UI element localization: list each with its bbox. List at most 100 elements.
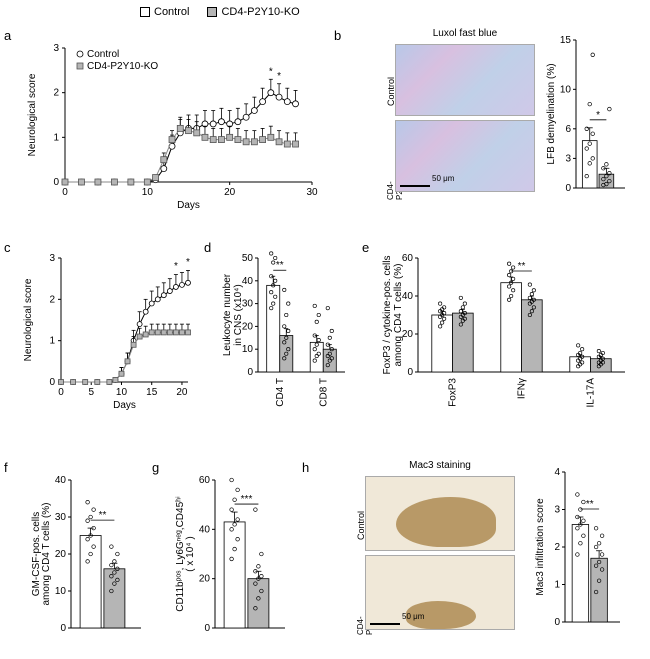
svg-text:2: 2 bbox=[49, 294, 55, 305]
panel-b: Luxol fast blue Control CD4-P2Y10-KO 50 … bbox=[340, 28, 640, 208]
svg-text:*: * bbox=[174, 261, 178, 272]
panel-b-bar: 0361015*LFB demyelination (%) bbox=[540, 28, 630, 198]
panel-c-chart: 0 1 2 3 0 5 10 15 20 * * Neurological score Days bbox=[16, 250, 196, 410]
svg-text:0: 0 bbox=[49, 377, 55, 388]
svg-text:( x 10⁴ ): ( x 10⁴ ) bbox=[185, 536, 196, 571]
svg-text:LFB demyelination (%): LFB demyelination (%) bbox=[546, 63, 557, 164]
panel-h: Mac3 staining Control CD4-P2Y10-KO 50 μm… bbox=[310, 460, 630, 640]
legend-ko-label: CD4-P2Y10-KO bbox=[221, 6, 299, 18]
svg-text:2: 2 bbox=[554, 542, 560, 553]
panel-f-label: f bbox=[4, 460, 8, 475]
svg-text:20: 20 bbox=[176, 387, 188, 398]
panel-f-chart: 010203040**GM-CSF-pos. cellsamong CD4 T … bbox=[16, 470, 146, 640]
svg-text:40: 40 bbox=[199, 524, 211, 535]
svg-text:**: ** bbox=[586, 499, 594, 510]
svg-text:10: 10 bbox=[55, 586, 67, 597]
svg-text:2: 2 bbox=[53, 88, 59, 99]
top-legend: Control CD4-P2Y10-KO bbox=[140, 6, 300, 18]
panel-a-label: a bbox=[4, 28, 11, 43]
panel-f: 010203040**GM-CSF-pos. cellsamong CD4 T … bbox=[16, 470, 146, 640]
svg-text:***: *** bbox=[241, 494, 253, 505]
panel-b-title: Luxol fast blue bbox=[395, 28, 535, 39]
svg-text:FoxP3 / cytokine-pos. cells: FoxP3 / cytokine-pos. cells bbox=[382, 256, 393, 375]
panel-h-title: Mac3 staining bbox=[365, 460, 515, 471]
svg-text:10: 10 bbox=[142, 187, 154, 198]
svg-text:Days: Days bbox=[113, 400, 136, 410]
svg-text:4: 4 bbox=[554, 467, 560, 478]
svg-text:0: 0 bbox=[554, 617, 560, 628]
scalebar-text-h: 50 μm bbox=[402, 612, 424, 621]
svg-text:*: * bbox=[596, 110, 600, 121]
svg-text:10: 10 bbox=[116, 387, 128, 398]
legend-control-label: Control bbox=[154, 6, 189, 18]
svg-text:among CD4 T cells (%): among CD4 T cells (%) bbox=[41, 503, 52, 606]
panel-g-chart: 0204060***CD11bᵖᵒˢ, Ly6Gⁿᵉᵍ,CD45ʰⁱ( x 10… bbox=[160, 470, 290, 640]
svg-text:5: 5 bbox=[88, 387, 94, 398]
svg-text:3: 3 bbox=[554, 505, 560, 516]
panel-a: 01230102030**Neurological scoreDaysContr… bbox=[20, 40, 320, 210]
svg-text:0: 0 bbox=[62, 187, 68, 198]
svg-text:3: 3 bbox=[53, 43, 59, 54]
svg-text:*: * bbox=[186, 257, 190, 268]
svg-text:0: 0 bbox=[407, 367, 413, 378]
svg-text:1: 1 bbox=[53, 132, 59, 143]
svg-text:3: 3 bbox=[565, 153, 571, 164]
svg-text:Neurological score: Neurological score bbox=[27, 73, 38, 156]
svg-text:**: ** bbox=[276, 260, 284, 271]
panel-c: 0 1 2 3 0 5 10 15 20 * * Neurological score Days bbox=[16, 250, 196, 410]
svg-text:0: 0 bbox=[60, 623, 66, 634]
svg-text:30: 30 bbox=[306, 187, 318, 198]
panel-h-img-ko: 50 μm bbox=[365, 555, 515, 630]
svg-text:60: 60 bbox=[199, 475, 211, 486]
svg-text:*: * bbox=[269, 67, 273, 78]
svg-text:**: ** bbox=[99, 510, 107, 521]
svg-text:20: 20 bbox=[224, 187, 236, 198]
legend-control: Control bbox=[140, 6, 189, 18]
panel-e: 0204060FoxP3IFNγ**IL-17AFoxP3 / cytokine… bbox=[370, 250, 630, 420]
svg-text:40: 40 bbox=[55, 475, 67, 486]
svg-text:Mac3 infiltration score: Mac3 infiltration score bbox=[535, 498, 546, 596]
panel-g: 0204060***CD11bᵖᵒˢ, Ly6Gⁿᵉᵍ,CD45ʰⁱ( x 10… bbox=[160, 470, 290, 640]
svg-text:6: 6 bbox=[565, 124, 571, 135]
svg-text:Control: Control bbox=[87, 49, 119, 60]
svg-text:CD4-P2Y10-KO: CD4-P2Y10-KO bbox=[87, 61, 158, 72]
panel-e-chart: 0204060FoxP3IFNγ**IL-17AFoxP3 / cytokine… bbox=[370, 250, 630, 420]
svg-text:1: 1 bbox=[49, 336, 55, 347]
svg-text:3: 3 bbox=[49, 253, 55, 264]
svg-text:IFNγ: IFNγ bbox=[517, 378, 528, 399]
svg-text:among CD4 T cells (%): among CD4 T cells (%) bbox=[393, 264, 404, 367]
svg-text:CD4 T: CD4 T bbox=[275, 378, 286, 407]
panel-h-img-control bbox=[365, 476, 515, 551]
panel-b-img-ko: 50 μm bbox=[395, 120, 535, 192]
svg-text:Neurological score: Neurological score bbox=[23, 278, 34, 361]
panel-h-label: h bbox=[302, 460, 309, 475]
svg-text:15: 15 bbox=[560, 35, 572, 46]
svg-text:0: 0 bbox=[53, 177, 59, 188]
svg-text:in CNS (x10⁴): in CNS (x10⁴) bbox=[233, 284, 244, 346]
svg-text:0: 0 bbox=[204, 623, 210, 634]
svg-text:20: 20 bbox=[199, 574, 211, 585]
panel-d: 01020304050CD4 T**CD8 TLeukocyte numberi… bbox=[210, 250, 350, 420]
svg-text:10: 10 bbox=[560, 84, 572, 95]
scalebar-text: 50 μm bbox=[432, 174, 454, 183]
svg-text:0: 0 bbox=[58, 387, 64, 398]
panel-b-img-control bbox=[395, 44, 535, 116]
svg-text:1: 1 bbox=[554, 580, 560, 591]
svg-text:CD8 T: CD8 T bbox=[318, 378, 329, 407]
panel-d-chart: 01020304050CD4 T**CD8 TLeukocyte numberi… bbox=[210, 250, 350, 420]
svg-text:FoxP3: FoxP3 bbox=[448, 378, 459, 407]
svg-text:Leukocyte number: Leukocyte number bbox=[222, 273, 233, 356]
svg-text:50: 50 bbox=[242, 253, 254, 264]
svg-text:0: 0 bbox=[247, 367, 253, 378]
panel-e-label: e bbox=[362, 240, 369, 255]
panel-h-bar: 0 1 2 3 4 ** Mac3 infiltration score bbox=[525, 460, 625, 630]
svg-text:15: 15 bbox=[146, 387, 158, 398]
svg-text:30: 30 bbox=[55, 512, 67, 523]
legend-ko: CD4-P2Y10-KO bbox=[207, 6, 299, 18]
svg-text:*: * bbox=[277, 71, 281, 82]
panel-c-label: c bbox=[4, 240, 11, 255]
svg-text:Days: Days bbox=[177, 200, 200, 210]
panel-g-label: g bbox=[152, 460, 159, 475]
panel-a-chart: 01230102030**Neurological scoreDaysContr… bbox=[20, 40, 320, 210]
svg-text:**: ** bbox=[518, 261, 526, 272]
